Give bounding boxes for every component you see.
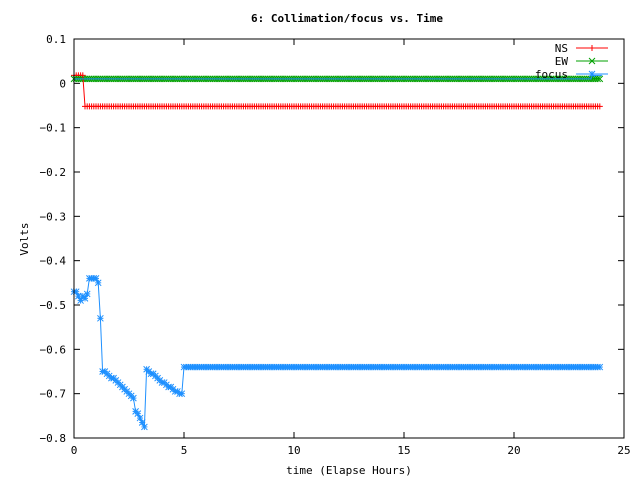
x-tick-label: 10 [287,444,300,457]
y-tick-label: 0.1 [46,33,66,46]
series-upper-trace-focus [74,74,602,80]
legend-label-ew: EW [555,55,569,68]
x-tick-label: 5 [181,444,188,457]
y-tick-label: −0.5 [40,299,67,312]
x-tick-label: 15 [397,444,410,457]
plot-frame [73,38,625,439]
y-tick-label: −0.1 [40,122,67,135]
legend-marker-focus [588,70,596,78]
y-tick-label: −0.6 [40,343,67,356]
y-tick-label: −0.8 [40,432,67,445]
series-line-focus [74,277,600,428]
y-tick-label: −0.4 [40,255,67,268]
y-tick-label: −0.7 [40,388,67,401]
series-lines [74,74,602,428]
chart-title: 6: Collimation/focus vs. Time [251,12,443,25]
y-axis-label: Volts [18,222,31,255]
axis-tick-labels: 0 5 10 15 20 25 0.1 0 −0.1 −0.2 −0.3 −0.4 −0.5 −0.6 −0… [40,33,631,457]
series-markers [70,72,604,431]
y-tick-label: 0 [59,77,66,90]
x-tick-label: 25 [617,444,630,457]
legend-label-focus: focus [535,68,568,81]
legend-marker-ns [589,45,595,51]
y-tick-label: −0.3 [40,210,67,223]
legend-label-ns: NS [555,42,568,55]
axis-ticks [73,38,625,439]
legend-marker-ew [588,57,596,65]
y-tick-label: −0.2 [40,166,67,179]
x-axis-label: time (Elapse Hours) [286,464,412,477]
x-tick-label: 0 [71,444,78,457]
series-line-ns [74,74,600,107]
x-tick-label: 20 [507,444,520,457]
